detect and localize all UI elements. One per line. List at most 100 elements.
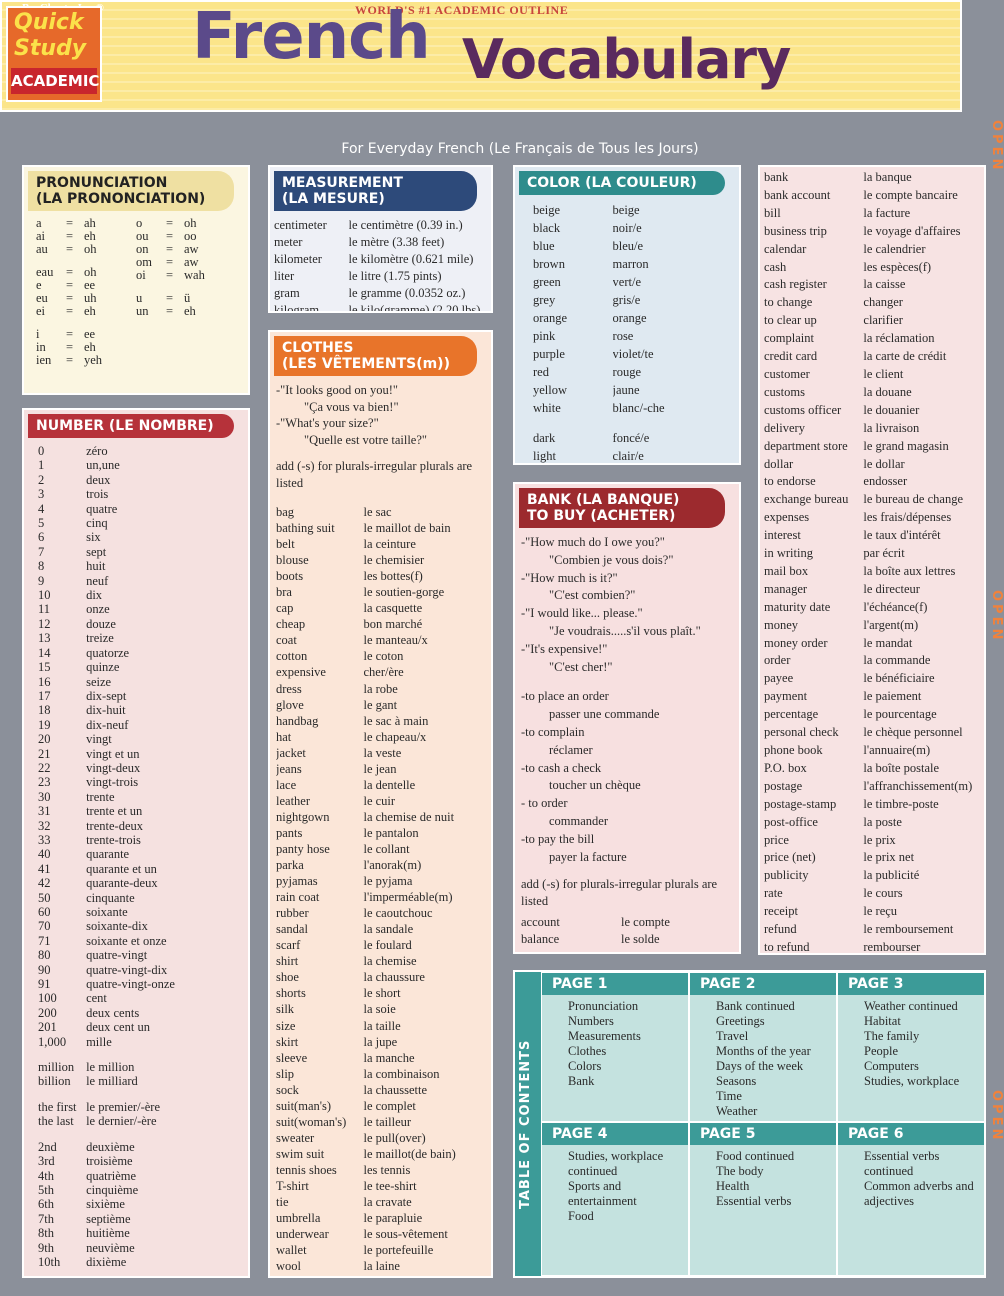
title-line: MEASUREMENT [282, 175, 403, 191]
row: postage-stamp le timbre-poste [764, 796, 980, 814]
row: on = aw [136, 243, 236, 256]
english-term: 13 [38, 631, 51, 646]
toc-item: Essential verbs continued [864, 1149, 940, 1178]
letters: ien [36, 354, 52, 367]
measurement-section: MEASUREMENT (LA MESURE) centimeter le centi… [268, 165, 493, 313]
row: 7 sept [38, 545, 234, 559]
english-term: 9 [38, 573, 45, 588]
french-term: clarifier [863, 313, 903, 328]
english-term: bag [276, 505, 295, 519]
row: silk la soie [276, 1001, 485, 1017]
toc-item: Food continued [716, 1149, 795, 1163]
letters: ei [36, 305, 46, 318]
french-term: le sous-vêtement [363, 1227, 448, 1242]
letters: oi [136, 269, 146, 282]
group: bank la banque bank account le compte banca… [764, 169, 980, 953]
toc-items: Pronunciation Numbers Measurements Clothes C… [542, 995, 688, 1089]
english-term: to endorse [764, 474, 816, 489]
english-term: sock [276, 1082, 299, 1097]
french-term: la ceinture [363, 537, 416, 552]
english-term: cotton [276, 649, 308, 664]
phrase-en: - to order [521, 796, 568, 811]
sound: eh [84, 341, 96, 354]
english-term: white [533, 401, 561, 415]
french-term: sixième [86, 1197, 125, 1212]
french-term: la commande [863, 653, 931, 668]
english-term: credit card [764, 349, 818, 364]
english-term: suit(woman's) [276, 1114, 347, 1129]
sound: eh [84, 230, 96, 243]
row: wool la laine [276, 1258, 485, 1274]
section-title: CLOTHES (LES VÊTEMENTS(m)) [274, 336, 477, 376]
note: add (-s) for plurals-irregular plurals a… [521, 877, 718, 909]
french-term: vingt et un [86, 746, 140, 761]
english-term: 6th [38, 1197, 54, 1212]
row: 60 soixante [38, 905, 234, 919]
row: exchange bureau le bureau de change [764, 491, 980, 509]
toc-item: Essential verbs [716, 1194, 792, 1208]
row: skirt la jupe [276, 1034, 485, 1050]
english-term: hat [276, 729, 292, 744]
row: 80 quatre-vingt [38, 948, 234, 962]
row: panty hose le collant [276, 841, 485, 857]
logo-text: ACADEMIC [11, 68, 99, 94]
letters: un [136, 305, 149, 318]
row: credit card la carte de crédit [764, 348, 980, 366]
french-term: l'annuaire(m) [863, 743, 931, 757]
row: 18 dix-huit [38, 703, 234, 717]
english-term: 42 [38, 876, 51, 891]
row: 0 zéro [38, 444, 234, 458]
french-term: le maillot de bain [363, 521, 451, 536]
list: centimeter le centimètre (0.39 in.) meter l… [270, 217, 491, 311]
sound: eh [84, 305, 96, 318]
group: o = oh ou = oo on = aw om = aw oi = wah [136, 217, 236, 282]
columns: a = ah ai = eh au = oh eau = oh e = ee eu = uh ei = eh i = ee in… [24, 217, 248, 377]
sound: wah [184, 269, 205, 282]
english-term: pants [276, 825, 303, 840]
french-term: vingt [86, 732, 112, 747]
english-term: pink [533, 329, 556, 343]
toc-page: PAGE 4 Studies, workplace continued Sports… [541, 1122, 689, 1276]
english-term: 14 [38, 645, 51, 660]
english-term: blouse [276, 553, 309, 568]
title-line: (LES VÊTEMENTS(m)) [282, 356, 450, 372]
french-term: vingt-trois [86, 775, 139, 790]
row: publicity la publicité [764, 867, 980, 885]
english-term: 60 [38, 905, 51, 919]
toc-item: People [864, 1044, 899, 1058]
row: underwear le sous-vêtement [276, 1226, 485, 1242]
row: 50 cinquante [38, 891, 234, 905]
toc-item: The family [864, 1029, 920, 1043]
row: 14 quatorze [38, 646, 234, 660]
row: refund le remboursement [764, 921, 980, 939]
row: 22 vingt-deux [38, 761, 234, 775]
separator: = [166, 217, 174, 230]
toc-heading: PAGE 3 [838, 973, 984, 995]
row: 20 vingt [38, 732, 234, 746]
english-term: size [276, 1018, 296, 1033]
english-term: 40 [38, 847, 51, 862]
english-term: 17 [38, 688, 51, 703]
french-term: le complet [363, 1098, 416, 1113]
english-term: jacket [276, 745, 306, 760]
toc-item: Greetings [716, 1014, 765, 1028]
row: pink rose [533, 327, 721, 345]
english-term: interest [764, 528, 801, 543]
row: e = ee [36, 279, 136, 292]
separator: = [66, 266, 74, 279]
english-term: postage-stamp [764, 796, 837, 811]
english-term: 16 [38, 674, 51, 689]
french-term: deuxième [86, 1139, 135, 1154]
row: sock la chaussette [276, 1082, 485, 1098]
row: suit(man's) le complet [276, 1098, 485, 1114]
french-term: soixante [86, 905, 128, 919]
phrase-fr: passer une commande [549, 707, 660, 722]
row: account le compte [521, 914, 733, 931]
toc-item: Time [716, 1089, 742, 1103]
phrase-fr: réclamer [549, 742, 593, 757]
title-line: (LA MESURE) [282, 191, 385, 207]
separator: = [166, 256, 174, 269]
phrase-en: -"I would like... please." [521, 606, 643, 621]
toc-item: Food [568, 1209, 594, 1223]
